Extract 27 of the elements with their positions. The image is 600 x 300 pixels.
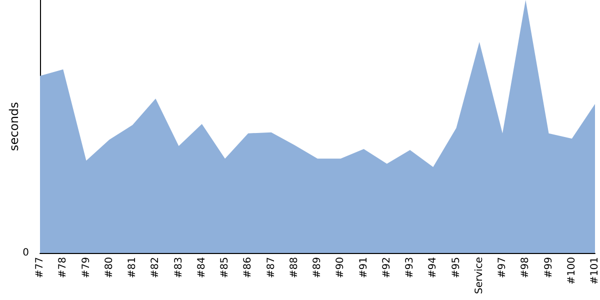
x-tick-label: #84 [196,257,208,278]
x-tick-label: #78 [58,257,69,278]
x-tick-label: #85 [220,257,230,278]
x-tick-label: #101 [590,257,600,284]
x-tick-label: #95 [450,257,462,278]
x-tick-label: #81 [127,257,138,278]
y-axis-title: seconds [7,102,21,152]
x-tick-label: Service [474,257,485,294]
x-tick-label: #99 [543,257,554,278]
x-tick-label: #87 [266,257,277,278]
x-tick-label: #100 [566,257,578,284]
x-tick-label: #82 [150,257,162,278]
x-tick-label: #79 [80,257,92,278]
x-tick-label: #90 [335,257,346,278]
x-tick-label: #92 [381,257,392,278]
x-tick-label: #83 [173,257,184,278]
x-tick-label: #77 [34,257,46,278]
x-tick-label: #91 [358,257,370,278]
x-tick-label: #93 [404,257,416,278]
x-tick-label: #97 [497,257,508,278]
text: 0 [22,248,30,258]
x-tick-label: #89 [312,257,323,278]
x-tick-label: #86 [242,257,254,278]
x-tick-label: #94 [428,257,439,278]
x-tick-label: #88 [288,257,300,278]
x-tick-label: #98 [520,257,532,278]
x-tick-label: #80 [104,257,115,278]
